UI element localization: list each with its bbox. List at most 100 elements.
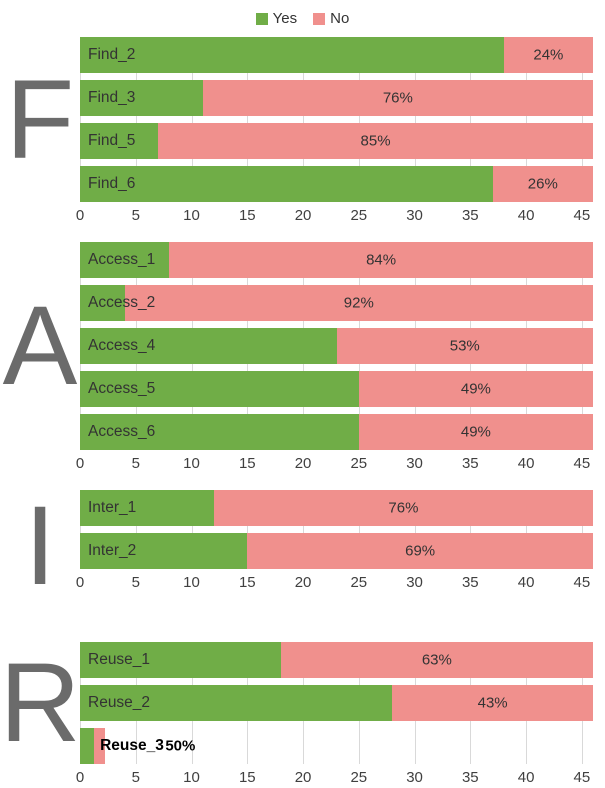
axis-tick-label: 40	[517, 574, 535, 591]
pct-label: 63%	[421, 651, 452, 669]
legend-item-yes: Yes	[255, 10, 297, 27]
pct-label: 69%	[405, 542, 436, 560]
gridline	[414, 490, 416, 569]
gridline	[80, 490, 81, 569]
chart-section-r: R Reuse_1 63% Reuse_2 43% Reuse_3 50% 0 5 10 15 20 2…	[0, 642, 605, 788]
bar-segment-no	[94, 728, 105, 764]
bar-segment-yes	[80, 285, 125, 321]
bar-segment-yes	[80, 242, 170, 278]
axis-tick-label: 15	[238, 455, 256, 472]
gridline	[247, 37, 249, 202]
chart-section-a: A Access_1 84% Access_2 92% Access_4 53% Access…	[0, 242, 605, 474]
bar-label: Find_3	[88, 89, 136, 106]
bar-label: Reuse_3	[100, 737, 164, 754]
bar-label: Find_5	[88, 132, 136, 149]
legend-label-no: No	[330, 10, 350, 27]
bar-segment-no	[158, 123, 593, 159]
bar-row: Find_6 26%	[80, 166, 593, 202]
axis-tick-label: 15	[238, 574, 256, 591]
legend-swatch-no-icon	[313, 12, 326, 25]
bar-label: Access_2	[88, 294, 156, 311]
axis-tick-label: 45	[573, 769, 591, 786]
legend: Yes No	[0, 6, 605, 37]
bar-segment-yes	[80, 685, 393, 721]
gridline	[414, 37, 416, 202]
bar-label: Access_4	[88, 337, 156, 354]
pct-label: 26%	[527, 175, 558, 193]
bar-segment-yes	[80, 642, 281, 678]
bar-segment-no	[124, 285, 593, 321]
bar-segment-yes	[80, 490, 214, 526]
axis-tick-label: 20	[294, 207, 312, 224]
bar-row: Access_1 84%	[80, 242, 593, 278]
x-axis-f: 0 5 10 15 20 25 30 35 40 45	[76, 202, 593, 226]
axis-tick-label: 10	[183, 574, 200, 591]
axis-tick-label: 25	[350, 455, 368, 472]
pct-label: 76%	[388, 499, 419, 517]
chart-section-i: I Inter_1 76% Inter_2 69% 0 5 10 15 20 25 30 35 40 45	[0, 490, 605, 626]
bars-area-a: Access_1 84% Access_2 92% Access_4 53% Access_…	[80, 242, 593, 450]
bars-area-f: Find_2 24% Find_3 76% Find_5 85% Find_6 26%	[80, 37, 593, 202]
axis-tick-label: 10	[183, 455, 200, 472]
gridline	[303, 37, 305, 202]
section-plot-f: Find_2 24% Find_3 76% Find_5 85% Find_6 26% 0 5 10…	[76, 37, 593, 226]
gridline	[80, 37, 81, 202]
bar-row: Inter_1 76%	[80, 490, 593, 526]
gridline	[470, 37, 472, 202]
bar-segment-no	[336, 328, 593, 364]
bar-label: Access_6	[88, 423, 156, 440]
section-letter-r: R	[0, 640, 81, 765]
axis-tick-label: 5	[131, 207, 140, 224]
axis-tick-label: 20	[294, 455, 312, 472]
bar-segment-no	[492, 166, 593, 202]
axis-tick-label: 45	[573, 207, 591, 224]
axis-tick-label: 15	[238, 769, 256, 786]
chart-sections: F Find_2 24% Find_3 76% Find_5 85% Find_6 26% 0 5 1…	[0, 37, 605, 788]
gridline	[135, 490, 137, 569]
bar-row: Access_2 92%	[80, 285, 593, 321]
bar-segment-no	[358, 414, 593, 450]
axis-tick-label: 15	[238, 207, 256, 224]
pct-label: 53%	[449, 337, 480, 355]
bar-row: Access_6 49%	[80, 414, 593, 450]
axis-tick-label: 25	[350, 769, 368, 786]
bar-segment-no	[280, 642, 593, 678]
bar-label: Access_5	[88, 380, 156, 397]
bar-segment-no	[358, 371, 593, 407]
section-plot-r: Reuse_1 63% Reuse_2 43% Reuse_3 50% 0 5 10 15 20 25…	[76, 642, 593, 788]
axis-tick-label: 25	[350, 207, 368, 224]
bar-segment-yes	[80, 166, 493, 202]
axis-tick-label: 30	[406, 769, 423, 786]
pct-label: 50%	[165, 737, 196, 755]
bar-segment-yes	[80, 123, 159, 159]
pct-label: 49%	[460, 380, 491, 398]
bar-row: Find_5 85%	[80, 123, 593, 159]
bar-label: Reuse_1	[88, 651, 151, 668]
bar-label: Find_2	[88, 46, 136, 63]
axis-tick-label: 35	[461, 207, 479, 224]
bar-segment-no	[247, 533, 593, 569]
bar-segment-yes	[80, 328, 337, 364]
pct-label: 43%	[477, 694, 508, 712]
bar-row: Inter_2 69%	[80, 533, 593, 569]
axis-tick-label: 45	[573, 574, 591, 591]
chart-section-f: F Find_2 24% Find_3 76% Find_5 85% Find_6 26% 0 5 1…	[0, 37, 605, 226]
axis-tick-label: 40	[517, 207, 535, 224]
x-axis-a: 0 5 10 15 20 25 30 35 40 45	[76, 450, 593, 474]
axis-tick-label: 35	[461, 574, 479, 591]
bar-label: Find_6	[88, 175, 136, 192]
section-plot-i: Inter_1 76% Inter_2 69% 0 5 10 15 20 25 30 35 40 45	[76, 490, 593, 626]
bar-row: Find_3 76%	[80, 80, 593, 116]
bar-segment-yes	[80, 533, 248, 569]
gridline	[470, 490, 472, 569]
gridline	[303, 490, 305, 569]
bar-label: Inter_1	[88, 499, 137, 516]
bar-segment-yes	[80, 37, 504, 73]
bar-segment-no	[392, 685, 593, 721]
axis-tick-label: 5	[131, 574, 140, 591]
section-letter-f: F	[5, 56, 75, 182]
bars-area-r: Reuse_1 63% Reuse_2 43% Reuse_3 50%	[80, 642, 593, 764]
bar-label: Inter_2	[88, 542, 137, 559]
axis-tick-label: 10	[183, 207, 200, 224]
